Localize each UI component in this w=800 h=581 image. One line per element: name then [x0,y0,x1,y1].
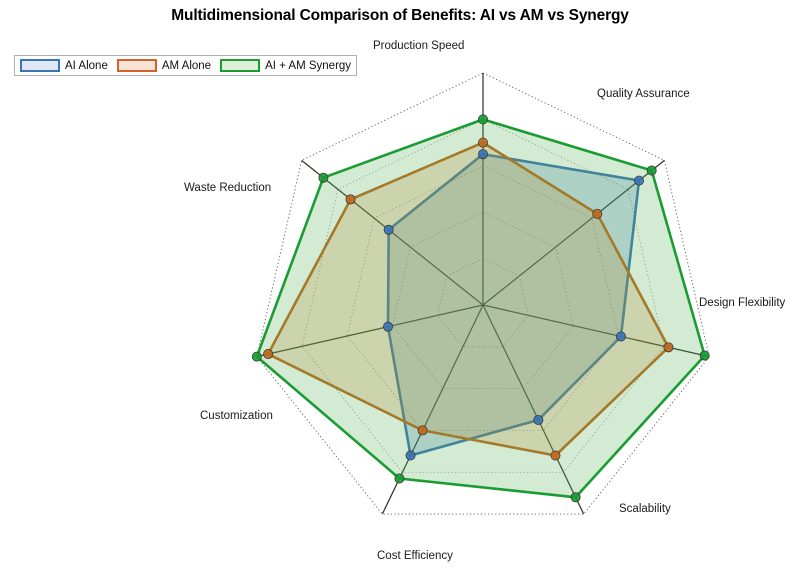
axis-label-design-flexibility: Design Flexibility [699,297,786,309]
axis-label-scalability: Scalability [619,503,671,515]
axis-label-customization: Customization [200,410,273,422]
data-point [394,473,405,484]
legend-item-am-alone[interactable]: AM Alone [116,59,212,72]
axis-label-cost-efficiency: Cost Efficiency [377,550,453,562]
legend-item-ai-alone[interactable]: AI Alone [20,59,108,72]
data-point [633,175,644,186]
data-point [383,224,394,235]
page-title: Multidimensional Comparison of Benefits:… [171,7,629,24]
data-point [477,114,488,125]
axis-label-waste-reduction: Waste Reduction [184,182,272,194]
data-point [699,350,710,361]
legend-label-synergy: AI + AM Synergy [265,59,352,72]
data-point [345,194,356,205]
data-point [417,425,428,436]
data-point [477,137,488,148]
data-point [251,351,262,362]
data-point [382,321,393,332]
data-point [615,331,626,342]
axis-label-quality-assurance: Quality Assurance [597,88,690,100]
legend-swatch-ai-alone [20,59,60,72]
legend-swatch-synergy [220,59,261,72]
radar-series-ai-alone [386,152,641,457]
chart-legend: AI Alone AM Alone AI + AM Synergy [14,55,358,76]
legend-label-ai-alone: AI Alone [65,59,108,72]
data-point [533,414,544,425]
data-point [477,149,488,160]
data-point [405,450,416,461]
legend-item-synergy[interactable]: AI + AM Synergy [220,59,351,72]
data-point [663,342,674,353]
data-point [570,492,581,503]
data-point [550,450,561,461]
legend-swatch-am-alone [116,59,157,72]
radar-data-points [251,114,710,503]
data-point [263,349,274,360]
data-point [318,172,329,183]
radar-axis-spokes [256,73,710,515]
data-point [592,208,603,219]
radar-series-am-alone [266,141,670,457]
legend-label-am-alone: AM Alone [161,59,212,72]
axis-label-production-speed: Production Speed [373,40,465,52]
data-point [646,165,657,176]
